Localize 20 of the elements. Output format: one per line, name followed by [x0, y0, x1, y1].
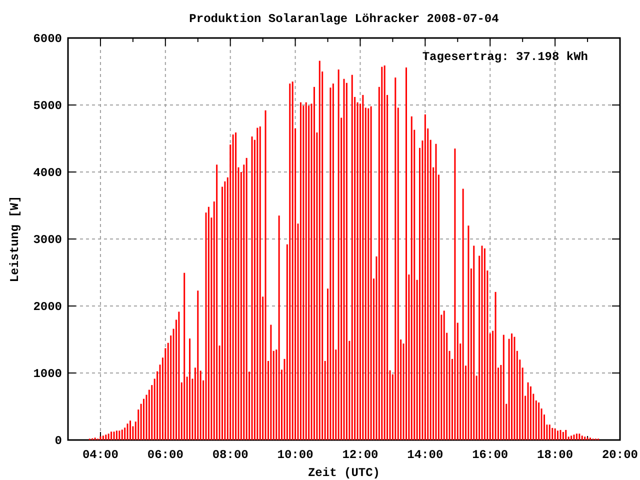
- x-tick-label: 04:00: [82, 448, 118, 462]
- y-tick-label: 1000: [33, 367, 62, 381]
- y-tick-label: 4000: [33, 166, 62, 180]
- chart-title: Produktion Solaranlage Löhracker 2008-07-04: [189, 12, 499, 26]
- x-tick-label: 20:00: [602, 448, 638, 462]
- x-tick-label: 18:00: [537, 448, 574, 462]
- y-tick-label: 3000: [33, 233, 62, 247]
- y-tick-label: 5000: [33, 99, 62, 113]
- x-axis-title: Zeit (UTC): [308, 466, 380, 480]
- y-tick-label: 6000: [33, 32, 62, 46]
- x-tick-label: 12:00: [342, 448, 378, 462]
- y-tick-label: 0: [54, 434, 62, 448]
- y-tick-label: 2000: [33, 300, 62, 314]
- annotation: Tagesertrag: 37.198 kWh: [422, 50, 588, 64]
- x-tick-label: 16:00: [472, 448, 508, 462]
- x-tick-label: 06:00: [147, 448, 184, 462]
- y-axis-title: Leistung [W]: [8, 196, 22, 282]
- x-tick-label: 08:00: [212, 448, 248, 462]
- x-tick-label: 10:00: [277, 448, 314, 462]
- x-tick-label: 14:00: [407, 448, 444, 462]
